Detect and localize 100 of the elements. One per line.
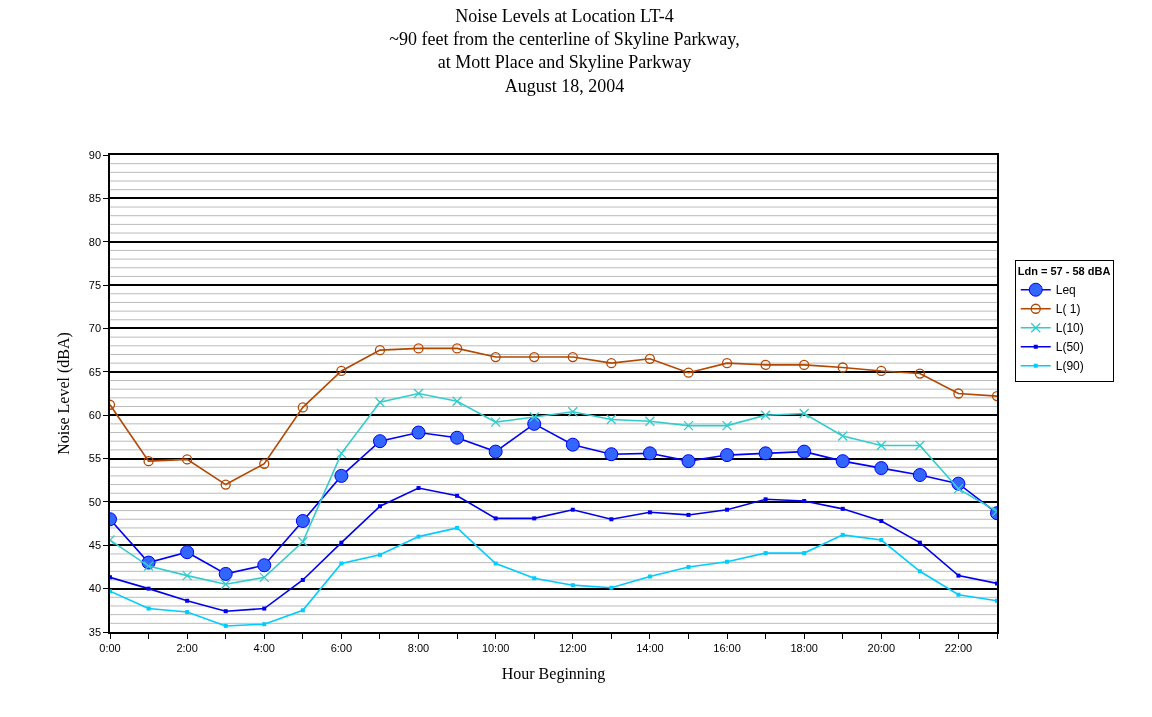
x-tick-label: 10:00 bbox=[481, 641, 510, 654]
point bbox=[336, 448, 347, 459]
point bbox=[720, 448, 735, 463]
point bbox=[416, 486, 421, 491]
y-tick-label: 70 bbox=[88, 322, 102, 335]
point bbox=[262, 606, 267, 611]
point bbox=[455, 493, 460, 498]
point bbox=[725, 559, 730, 564]
legend-label: L( 1) bbox=[1055, 302, 1081, 317]
point bbox=[185, 610, 190, 615]
point bbox=[721, 420, 733, 431]
point bbox=[876, 365, 887, 377]
point bbox=[532, 516, 537, 521]
x-tick-label: 20:00 bbox=[867, 641, 896, 654]
chart-title: Noise Levels at Location LT-4 ~90 feet from the centerline of Skyline Parkway, at Mott Place and Skyline Parkway August 18, 2004 bbox=[389, 5, 740, 96]
point bbox=[339, 540, 344, 545]
point bbox=[953, 388, 964, 399]
point bbox=[180, 545, 195, 560]
point bbox=[956, 592, 961, 597]
point bbox=[451, 396, 463, 407]
point bbox=[490, 416, 501, 428]
x-tick-label: 0:00 bbox=[99, 641, 121, 654]
point bbox=[874, 461, 889, 476]
point bbox=[339, 561, 344, 566]
x-tick-label: 18:00 bbox=[790, 641, 818, 654]
point bbox=[760, 410, 771, 421]
point bbox=[837, 430, 848, 442]
y-tick-label: 35 bbox=[88, 625, 102, 638]
point bbox=[455, 525, 460, 530]
point bbox=[606, 358, 617, 369]
y-tick-label: 65 bbox=[88, 365, 102, 378]
point bbox=[300, 608, 305, 613]
point bbox=[758, 446, 773, 461]
x-tick-label: 14:00 bbox=[636, 641, 664, 654]
point bbox=[837, 362, 848, 373]
x-tick-label: 2:00 bbox=[176, 641, 198, 654]
x-tick-label: 4:00 bbox=[253, 641, 275, 654]
y-axis-title: Noise Level (dBA) bbox=[55, 332, 74, 455]
y-tick-label: 85 bbox=[88, 192, 102, 205]
point bbox=[493, 561, 498, 566]
x-tick-label: 22:00 bbox=[944, 641, 973, 654]
point bbox=[257, 558, 272, 573]
point bbox=[336, 365, 347, 377]
point bbox=[570, 507, 575, 512]
point bbox=[876, 440, 887, 451]
point bbox=[223, 609, 228, 614]
point bbox=[799, 408, 810, 419]
y-tick-label: 55 bbox=[88, 452, 102, 465]
point bbox=[297, 536, 308, 547]
x-tick-label: 6:00 bbox=[330, 641, 353, 654]
point bbox=[181, 454, 193, 465]
point bbox=[297, 402, 308, 413]
point bbox=[488, 444, 503, 459]
point bbox=[604, 447, 619, 462]
point bbox=[374, 397, 386, 408]
point bbox=[644, 416, 656, 427]
point bbox=[686, 564, 691, 569]
y-tick-label: 60 bbox=[88, 409, 102, 422]
point bbox=[185, 598, 190, 603]
point bbox=[374, 344, 386, 356]
point bbox=[642, 446, 657, 461]
point bbox=[259, 458, 270, 469]
point bbox=[570, 583, 575, 588]
x-tick-label: 16:00 bbox=[713, 641, 741, 654]
point bbox=[143, 560, 154, 572]
point bbox=[681, 454, 696, 469]
y-tick-label: 75 bbox=[88, 278, 102, 291]
legend-label: L(90) bbox=[1055, 359, 1084, 374]
point bbox=[567, 351, 578, 363]
point bbox=[802, 499, 807, 504]
point bbox=[416, 534, 421, 539]
point bbox=[686, 512, 691, 517]
point bbox=[413, 388, 424, 399]
point bbox=[683, 367, 694, 378]
point bbox=[953, 483, 964, 495]
point bbox=[377, 504, 382, 509]
point bbox=[377, 552, 382, 557]
point bbox=[413, 343, 424, 354]
point bbox=[799, 359, 810, 371]
point bbox=[295, 513, 310, 528]
point bbox=[411, 425, 426, 440]
point bbox=[912, 468, 927, 483]
point bbox=[490, 351, 501, 363]
point bbox=[840, 532, 845, 537]
point bbox=[917, 540, 922, 545]
x-tick-label: 12:00 bbox=[559, 641, 587, 654]
point bbox=[565, 437, 580, 452]
point bbox=[797, 444, 812, 459]
point bbox=[606, 414, 617, 425]
legend-title: Ldn = 57 - 58 dBA bbox=[1017, 265, 1111, 278]
point bbox=[181, 570, 193, 581]
legend-label: L(10) bbox=[1055, 321, 1084, 336]
point bbox=[220, 479, 231, 490]
point bbox=[609, 585, 614, 590]
point bbox=[725, 507, 730, 512]
point bbox=[644, 353, 656, 364]
point bbox=[914, 440, 926, 451]
point bbox=[567, 406, 578, 417]
point bbox=[146, 606, 151, 611]
x-axis-title: Hour Beginning bbox=[501, 665, 606, 684]
